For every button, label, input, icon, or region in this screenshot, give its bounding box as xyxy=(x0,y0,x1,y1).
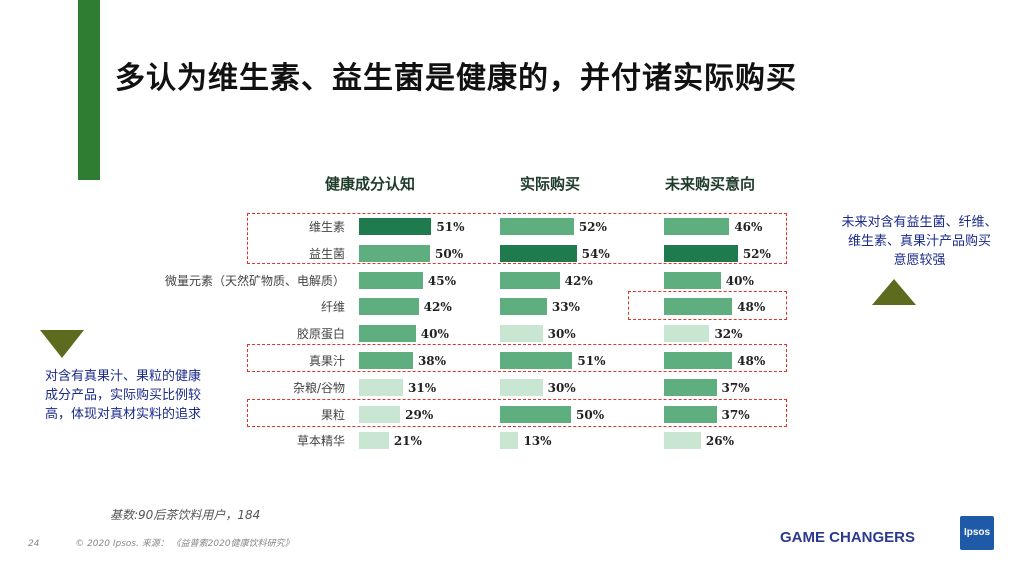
category-label: 纤维 xyxy=(320,300,345,315)
category-label: 果粒 xyxy=(320,407,345,422)
accent-bar xyxy=(78,0,100,180)
base-note: 基数:90后茶饮料用户，184 xyxy=(110,508,261,522)
bar xyxy=(664,352,733,369)
bar xyxy=(359,432,389,450)
data-label: 51% xyxy=(436,220,465,234)
bar xyxy=(664,378,717,396)
data-label: 46% xyxy=(734,220,763,234)
bar xyxy=(359,218,432,235)
right-note-line: 意愿较强 xyxy=(893,253,946,268)
bar xyxy=(359,271,423,289)
data-label: 33% xyxy=(551,300,580,315)
bar xyxy=(359,298,419,316)
category-label: 维生素 xyxy=(308,220,345,234)
column-header: 未来购买意向 xyxy=(664,175,755,193)
page-title: 多认为维生素、益生菌是健康的，并付诸实际购买 xyxy=(115,61,797,96)
category-label: 益生菌 xyxy=(308,246,345,261)
data-label: 50% xyxy=(576,407,605,422)
bar xyxy=(500,432,519,450)
data-label: 48% xyxy=(737,300,766,315)
column-header: 健康成分认知 xyxy=(324,175,415,193)
left-note-line: 成分产品，实际购买比例较 xyxy=(45,388,202,403)
bar xyxy=(664,218,730,235)
category-label: 杂粮/谷物 xyxy=(292,380,345,395)
data-label: 37% xyxy=(721,407,750,422)
bar xyxy=(664,244,738,262)
highlight-box-vitamin-probiotic xyxy=(247,213,787,264)
data-label: 40% xyxy=(420,327,449,342)
category-label: 胶原蛋白 xyxy=(296,327,345,342)
right-note: 未来对含有益生菌、纤维、 维生素、真果汁产品购买 意愿较强 xyxy=(822,213,1017,270)
bar xyxy=(359,352,413,369)
data-label: 30% xyxy=(547,327,576,342)
left-note-line: 高，体现对真材实料的追求 xyxy=(45,407,202,422)
data-label: 48% xyxy=(737,354,766,368)
bar xyxy=(664,298,733,316)
ipsos-logo: Ipsos xyxy=(960,516,994,550)
bar xyxy=(664,405,717,423)
data-label: 21% xyxy=(393,434,422,449)
bar xyxy=(500,378,543,396)
data-label: 54% xyxy=(581,246,610,261)
bar xyxy=(359,405,401,423)
category-label: 真果汁 xyxy=(308,354,345,368)
data-label: 13% xyxy=(523,434,552,449)
bar xyxy=(500,298,547,316)
bar xyxy=(359,244,430,262)
bar xyxy=(500,271,560,289)
data-label: 29% xyxy=(405,407,434,422)
data-label: 26% xyxy=(705,434,735,449)
data-label: 30% xyxy=(547,380,576,395)
data-label: 51% xyxy=(577,354,606,368)
page-number: 24 xyxy=(28,539,40,549)
category-label: 草本精华 xyxy=(296,434,345,449)
column-header: 实际购买 xyxy=(519,175,580,193)
left-note: 对含有真果汁、果粒的健康 成分产品，实际购买比例较 高，体现对真材实料的追求 xyxy=(45,367,201,424)
data-label: 45% xyxy=(427,273,456,288)
category-label: 微量元素（天然矿物质、电解质） xyxy=(164,273,345,288)
bar xyxy=(359,325,416,343)
triangle-down-icon xyxy=(40,330,84,358)
data-label: 31% xyxy=(408,380,437,395)
data-label: 42% xyxy=(564,273,593,288)
bar xyxy=(500,325,543,343)
left-note-line: 对含有真果汁、果粒的健康 xyxy=(45,369,202,384)
footer-source: 24 © 2020 Ipsos. 来源： 《益普索2020健康饮料研究》 xyxy=(28,536,294,549)
data-label: 32% xyxy=(714,327,743,342)
bar xyxy=(500,352,573,369)
copyright: © 2020 Ipsos. 来源： 《益普索2020健康饮料研究》 xyxy=(75,539,294,549)
data-label: 42% xyxy=(423,300,452,315)
bar xyxy=(500,405,571,423)
data-label: 37% xyxy=(721,380,750,395)
data-label: 40% xyxy=(725,273,754,288)
triangle-up-icon xyxy=(872,279,916,305)
bar xyxy=(664,432,701,450)
highlight-box-fiber-intent xyxy=(628,291,787,320)
bar xyxy=(664,271,721,289)
bar xyxy=(359,378,404,396)
right-note-line: 维生素、真果汁产品购买 xyxy=(847,234,991,249)
bar xyxy=(500,244,577,262)
data-label: 38% xyxy=(417,354,447,368)
bar xyxy=(664,325,710,343)
data-label: 52% xyxy=(578,220,607,234)
data-label: 52% xyxy=(742,246,771,261)
right-note-line: 未来对含有益生菌、纤维、 xyxy=(841,215,998,230)
data-label: 50% xyxy=(435,246,464,261)
bar xyxy=(500,218,574,235)
game-changers-brand: GAME CHANGERS xyxy=(780,529,916,546)
highlight-box-juice xyxy=(247,344,787,372)
highlight-box-fruit-pulp xyxy=(247,399,787,427)
